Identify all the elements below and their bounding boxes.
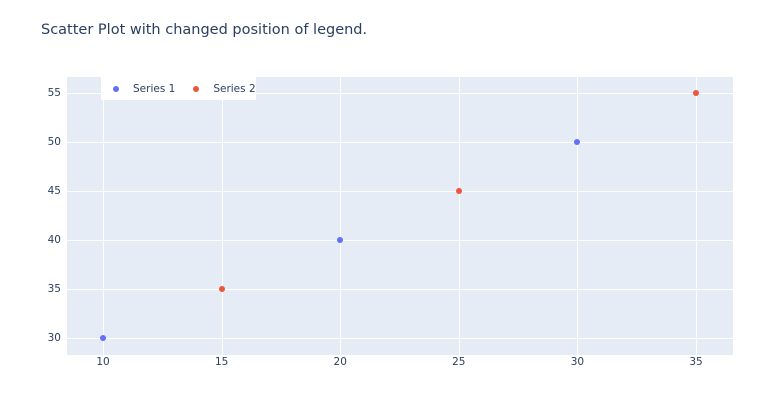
data-point-series-1[interactable]	[574, 138, 581, 145]
x-tick-label: 35	[689, 356, 703, 368]
data-point-series-2[interactable]	[693, 89, 699, 96]
data-point-series-1[interactable]	[100, 335, 107, 342]
x-tick-label: 30	[570, 356, 585, 368]
y-tick-label: 40	[47, 234, 61, 247]
plot-area[interactable]	[67, 77, 733, 355]
y-tick-label: 55	[47, 86, 61, 99]
y-gridline	[67, 93, 733, 94]
x-gridline	[340, 77, 341, 355]
x-tick-label: 25	[452, 356, 466, 368]
data-point-series-2[interactable]	[455, 188, 462, 194]
x-gridline	[459, 77, 460, 355]
x-tick-label: 20	[333, 356, 347, 368]
y-tick-label: 30	[47, 332, 61, 345]
x-gridline	[577, 77, 578, 355]
x-gridline	[222, 77, 223, 355]
x-gridline	[696, 77, 697, 355]
legend-marker-icon	[113, 85, 119, 92]
y-tick-label: 50	[47, 135, 61, 148]
legend-item-series-1[interactable]: Series 1	[113, 83, 175, 95]
data-point-series-1[interactable]	[337, 237, 344, 244]
legend-label: Series 2	[213, 82, 256, 95]
legend-item-series-2[interactable]: Series 2	[193, 82, 256, 95]
y-gridline	[67, 191, 733, 192]
y-tick-label: 35	[47, 283, 61, 296]
x-tick-label: 10	[96, 356, 110, 368]
y-gridline	[67, 289, 733, 290]
data-point-series-2[interactable]	[218, 286, 225, 293]
x-tick-label: 15	[214, 356, 229, 368]
y-gridline	[67, 142, 733, 143]
legend: Series 1 Series 2	[101, 77, 256, 100]
y-gridline	[67, 338, 733, 339]
y-gridline	[67, 240, 733, 241]
chart-title: Scatter Plot with changed position of le…	[41, 22, 368, 38]
legend-marker-icon	[193, 85, 200, 92]
y-tick-label: 45	[47, 185, 61, 197]
legend-label: Series 1	[133, 82, 176, 95]
x-gridline	[103, 77, 104, 355]
